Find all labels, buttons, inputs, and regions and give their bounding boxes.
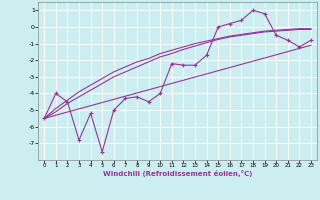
X-axis label: Windchill (Refroidissement éolien,°C): Windchill (Refroidissement éolien,°C) — [103, 170, 252, 177]
